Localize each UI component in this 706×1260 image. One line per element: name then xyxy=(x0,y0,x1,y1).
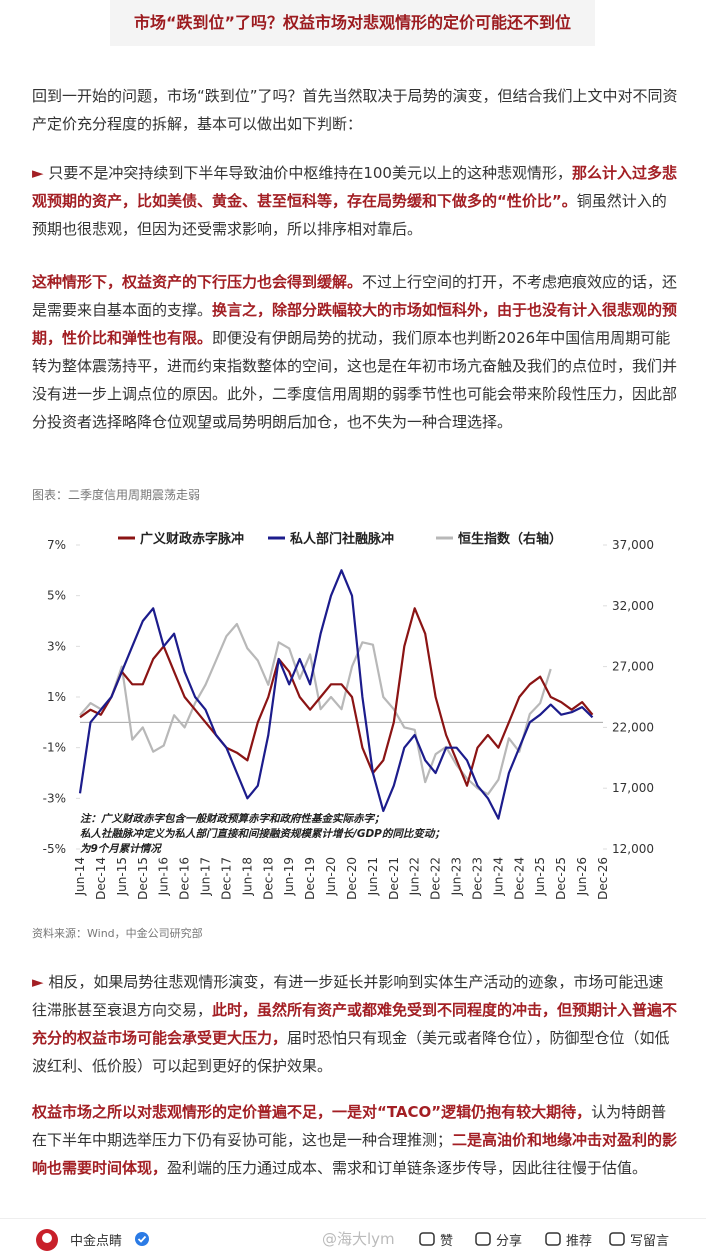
chart: -5% -3% -1% 1% 3% 5% 7% 12,000 17,000 22,000 27,00… xyxy=(28,515,678,910)
series-line xyxy=(79,622,552,796)
y2-tick-label: 17,000 xyxy=(612,781,654,795)
footer-bar: 中金点睛 @海大lym 赞 分享 推荐 写留言 xyxy=(0,1218,706,1260)
text-segment: 二是高油价和地缘冲击对盈利的影响也需要时间体现， xyxy=(32,1131,678,1177)
text-segment: ► xyxy=(32,164,44,182)
x-tick-label: Jun-14 xyxy=(73,857,87,896)
x-tick-label: Dec-14 xyxy=(94,857,108,900)
series-line xyxy=(79,607,594,787)
x-tick-label: Dec-16 xyxy=(178,857,192,900)
y-tick-label: -3% xyxy=(43,791,66,805)
x-tick-label: Jun-24 xyxy=(491,857,505,896)
text-segment: 届时恐怕只有现金（美元或者降仓位），防御型仓位（如低波红利、低价股）可以起到更好… xyxy=(32,1029,670,1075)
paragraph: ► 只要不是冲突持续到下半年导致油价中枢维持在100美元以上的这种悲观情形，那么… xyxy=(32,159,678,243)
action-label[interactable]: 推荐 xyxy=(566,1234,593,1249)
text-segment: 铜虽然计入的预期也很悲观，但因为还受需求影响，所以排序相对靠后。 xyxy=(32,192,667,238)
x-tick-label: Jun-19 xyxy=(282,857,296,896)
paragraph: 回到一开始的问题，市场“跌到位”了吗？首先当然取决于局势的演变，但结合我们上文中… xyxy=(32,82,678,138)
action-icon[interactable] xyxy=(608,1230,626,1248)
chart-note: 为9个月累计情况 xyxy=(80,842,162,855)
x-tick-label: Dec-15 xyxy=(136,857,150,900)
x-tick-label: Jun-18 xyxy=(240,857,254,896)
text-segment: 只要不是冲突持续到下半年导致油价中枢维持在100美元以上的这种悲观情形， xyxy=(43,164,572,182)
x-tick-label: Dec-23 xyxy=(470,857,484,900)
action-label[interactable]: 分享 xyxy=(496,1234,523,1249)
text-segment: 认为特朗普在下半年中期选举压力下仍有妥协可能，这也是一种合理推测； xyxy=(32,1103,667,1149)
account-name[interactable]: 中金点睛 xyxy=(70,1234,123,1249)
action-label[interactable]: 写留言 xyxy=(630,1234,670,1249)
x-tick-label: Dec-19 xyxy=(303,857,317,900)
x-tick-label: Dec-21 xyxy=(387,857,401,900)
article-title: 市场“跌到位”了吗？权益市场对悲观情形的定价可能还不到位 xyxy=(110,0,595,46)
text-segment: 这种情形下，权益资产的下行压力也会得到缓解。 xyxy=(32,273,363,291)
text-segment: 权益市场之所以对悲观情形的定价普遍不足，一是对“TACO”逻辑仍抱有较大期待， xyxy=(32,1103,592,1121)
text-segment: 即便没有伊朗局势的扰动，我们原本也判断2026年中国信用周期可能转为整体震荡持平… xyxy=(32,329,678,431)
y-tick-label: 5% xyxy=(47,589,66,603)
y-tick-label: -1% xyxy=(43,741,66,755)
action-icon[interactable] xyxy=(544,1230,562,1248)
y-tick-label: -5% xyxy=(43,842,66,856)
legend-label: 恒生指数（右轴） xyxy=(458,531,562,547)
verified-badge xyxy=(135,1232,149,1246)
chart-caption: 图表：二季度信用周期震荡走弱 xyxy=(32,488,201,502)
text-segment: 那么计入过多悲观预期的资产，比如美债、黄金、甚至恒科等，存在局势缓和下做多的“性… xyxy=(32,164,677,210)
y2-tick-label: 27,000 xyxy=(612,660,654,674)
paragraph: 权益市场之所以对悲观情形的定价普遍不足，一是对“TACO”逻辑仍抱有较大期待，认… xyxy=(32,1098,678,1182)
text-segment: 换言之，除部分跌幅较大的市场如恒科外，由于也没有计入很悲观的预期，性价比和弹性也… xyxy=(32,301,678,347)
y-tick-label: 1% xyxy=(47,690,66,704)
x-tick-label: Jun-15 xyxy=(115,857,129,896)
chart-note: 私人社融脉冲定义为私人部门直接和间接融资规模累计增长/GDP的同比变动； xyxy=(80,827,445,840)
watermark: @海大lym xyxy=(322,1230,395,1248)
x-tick-label: Dec-26 xyxy=(596,857,610,900)
x-tick-label: Jun-17 xyxy=(199,857,213,896)
chart-note: 注：广义财政赤字包含一般财政预算赤字和政府性基金实际赤字； xyxy=(80,812,385,825)
y2-tick-label: 12,000 xyxy=(612,842,654,856)
account-logo xyxy=(36,1229,58,1251)
text-segment: 回到一开始的问题，市场“跌到位”了吗？首先当然取决于局势的演变，但结合我们上文中… xyxy=(32,87,678,133)
x-tick-label: Dec-22 xyxy=(429,857,443,900)
text-segment: 相反，如果局势往悲观情形演变，有进一步延长并影响到实体生产活动的迹象，市场可能迅… xyxy=(32,973,664,1019)
y-tick-label: 3% xyxy=(47,639,66,653)
action-label[interactable]: 赞 xyxy=(440,1234,454,1249)
text-segment: 盈利端的压力通过成本、需求和订单链条逐步传导，因此往往慢于估值。 xyxy=(167,1159,648,1177)
action-icon[interactable] xyxy=(418,1230,436,1248)
x-tick-label: Jun-23 xyxy=(450,857,464,896)
text-segment: 此时，虽然所有资产或都难免受到不同程度的冲击，但预期计入普遍不充分的权益市场可能… xyxy=(32,1001,678,1047)
paragraph: ► 相反，如果局势往悲观情形演变，有进一步延长并影响到实体生产活动的迹象，市场可… xyxy=(32,968,678,1080)
legend-label: 广义财政赤字脉冲 xyxy=(140,531,244,547)
text-segment: ► xyxy=(32,973,44,991)
chart-source: 资料来源：Wind，中金公司研究部 xyxy=(32,927,203,940)
x-tick-label: Jun-21 xyxy=(366,857,380,896)
action-group: 赞 分享 推荐 写留言 xyxy=(418,1230,698,1252)
x-tick-label: Jun-16 xyxy=(157,857,171,896)
x-tick-label: Dec-20 xyxy=(345,857,359,900)
text-segment: 不过上行空间的打开，不考虑疤痕效应的话，还是需要来自基本面的支撑。 xyxy=(32,273,678,319)
x-tick-label: Jun-25 xyxy=(533,857,547,896)
y-tick-label: 7% xyxy=(47,538,66,552)
y2-tick-label: 22,000 xyxy=(612,720,654,734)
x-tick-label: Dec-25 xyxy=(554,857,568,900)
x-tick-label: Jun-22 xyxy=(408,857,422,896)
series-line xyxy=(78,569,594,820)
y2-tick-label: 32,000 xyxy=(612,599,654,613)
y2-tick-label: 37,000 xyxy=(612,538,654,552)
x-tick-label: Dec-17 xyxy=(219,857,233,900)
paragraph: 这种情形下，权益资产的下行压力也会得到缓解。不过上行空间的打开，不考虑疤痕效应的… xyxy=(32,268,678,436)
legend-label: 私人部门社融脉冲 xyxy=(290,531,394,547)
x-tick-label: Jun-26 xyxy=(575,857,589,896)
x-tick-label: Jun-20 xyxy=(324,857,338,896)
action-icon[interactable] xyxy=(474,1230,492,1248)
x-tick-label: Dec-18 xyxy=(261,857,275,900)
x-tick-label: Dec-24 xyxy=(512,857,526,900)
